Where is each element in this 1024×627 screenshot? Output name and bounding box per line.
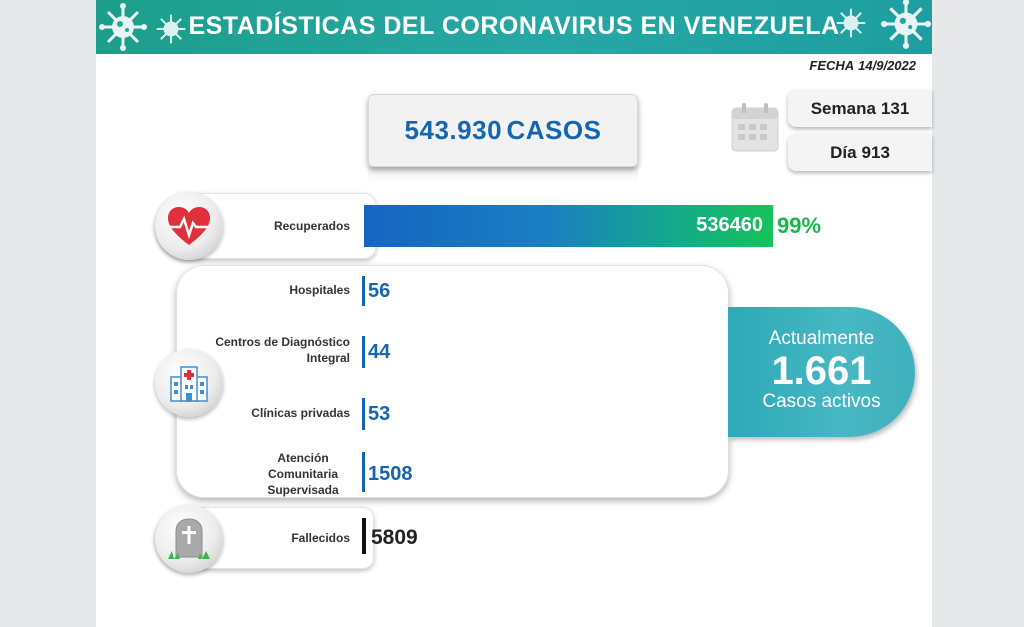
deaths-bar bbox=[362, 518, 366, 554]
private-clinics-label: Clínicas privadas bbox=[251, 406, 350, 420]
total-cases-value: 543.930 bbox=[404, 115, 503, 145]
community-care-value: 1508 bbox=[368, 463, 413, 485]
recovered-icon-circle bbox=[155, 192, 223, 260]
active-cases-prefix: Actualmente bbox=[768, 328, 875, 349]
deaths-label: Fallecidos bbox=[291, 531, 350, 545]
week-label: Semana bbox=[810, 98, 876, 118]
community-care-bar bbox=[362, 452, 365, 492]
day-value: 913 bbox=[861, 142, 890, 162]
cdi-value: 44 bbox=[368, 341, 391, 363]
heart-icon bbox=[168, 207, 210, 245]
total-cases-box: 543.930 CASOS bbox=[368, 94, 638, 167]
date-value: 14/9/2022 bbox=[858, 58, 916, 73]
virus-icon bbox=[99, 3, 147, 51]
total-cases-label: CASOS bbox=[506, 115, 602, 145]
recovered-label: Recuperados bbox=[273, 219, 350, 233]
virus-icon bbox=[836, 8, 866, 38]
private-clinics-value: 53 bbox=[368, 403, 391, 425]
deaths-icon-circle bbox=[155, 505, 223, 573]
recovered-bar: 536460 bbox=[364, 205, 773, 247]
private-clinics-bar bbox=[362, 398, 365, 430]
recovered-percent: 99% bbox=[777, 213, 822, 238]
infographic-page: ESTADÍSTICAS DEL CORONAVIRUS EN VENEZUEL… bbox=[96, 0, 932, 627]
virus-icon bbox=[881, 0, 931, 49]
hospitals-value: 56 bbox=[368, 280, 391, 302]
deaths-value: 5809 bbox=[371, 526, 418, 549]
active-cases-suffix: Casos activos bbox=[762, 391, 881, 412]
cdi-label: Centros de Diagnóstico Integral bbox=[215, 335, 350, 365]
active-cases-badge: Actualmente 1.661 Casos activos bbox=[728, 307, 915, 437]
calendar-icon bbox=[731, 103, 779, 152]
community-care-label: Atención Comunitaria Supervisada bbox=[267, 451, 339, 497]
hospital-icon-circle bbox=[155, 349, 223, 417]
recovered-value: 536460 bbox=[696, 214, 763, 236]
week-value: 131 bbox=[880, 98, 910, 118]
tombstone-icon bbox=[168, 518, 210, 559]
hospitalization-panel bbox=[176, 265, 729, 498]
virus-icon bbox=[156, 14, 186, 44]
total-cases-reflection bbox=[368, 167, 638, 183]
week-box: Semana 131 bbox=[788, 90, 932, 127]
page-title: ESTADÍSTICAS DEL CORONAVIRUS EN VENEZUEL… bbox=[188, 12, 840, 40]
day-box: Día 913 bbox=[788, 134, 932, 171]
report-date: FECHA 14/9/2022 bbox=[809, 58, 916, 73]
hospitals-label: Hospitales bbox=[289, 283, 350, 297]
date-label: FECHA bbox=[809, 58, 855, 73]
cdi-bar bbox=[362, 336, 365, 368]
hospitals-bar bbox=[362, 276, 365, 306]
active-cases-value: 1.661 bbox=[771, 349, 872, 393]
hospital-icon bbox=[170, 366, 208, 402]
header-banner: ESTADÍSTICAS DEL CORONAVIRUS EN VENEZUEL… bbox=[96, 0, 932, 54]
day-label: Día bbox=[830, 142, 857, 162]
